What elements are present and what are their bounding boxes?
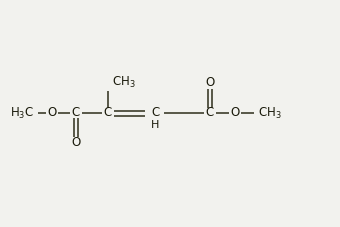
Text: $\mathregular{CH_3}$: $\mathregular{CH_3}$: [258, 106, 282, 121]
Text: O: O: [231, 106, 240, 119]
Text: C: C: [104, 106, 112, 119]
Text: O: O: [47, 106, 57, 119]
Text: H: H: [151, 120, 159, 130]
Text: $\mathregular{CH_3}$: $\mathregular{CH_3}$: [112, 74, 136, 89]
Text: C: C: [206, 106, 214, 119]
Text: $\mathregular{H_3C}$: $\mathregular{H_3C}$: [10, 106, 34, 121]
Text: C: C: [72, 106, 80, 119]
Text: O: O: [205, 76, 215, 89]
Text: C: C: [151, 106, 159, 119]
Text: O: O: [71, 136, 81, 150]
